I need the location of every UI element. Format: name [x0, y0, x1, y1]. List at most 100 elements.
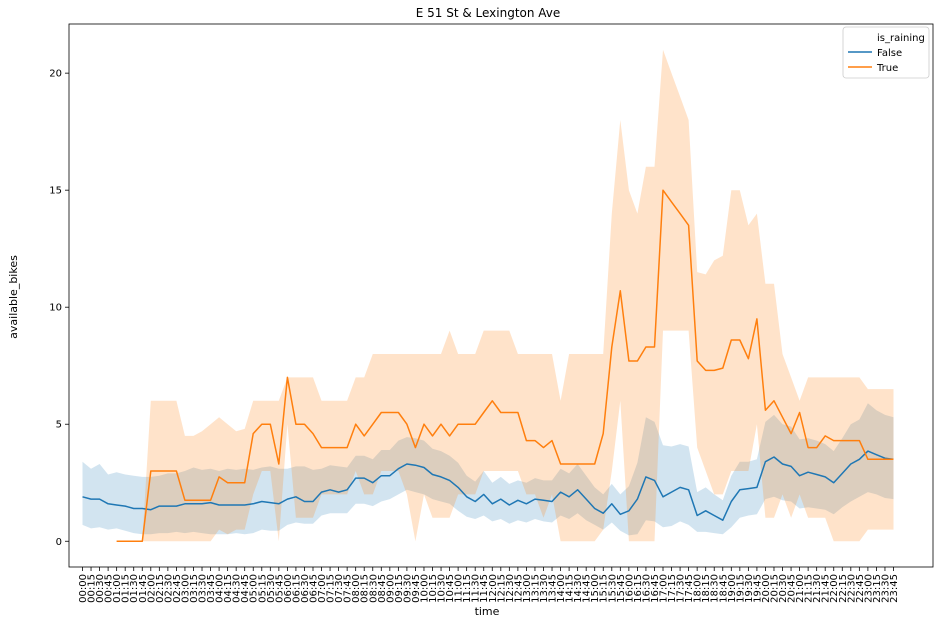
x-tick-label: 21:15	[804, 574, 815, 603]
x-tick-label: 18:00	[693, 574, 704, 603]
line-true	[116, 189, 894, 543]
x-tick-label: 17:00	[659, 574, 670, 603]
x-tick-label: 16:30	[641, 574, 652, 603]
band-true	[116, 49, 894, 542]
x-tick-label: 17:15	[667, 574, 678, 603]
x-tick-label: 01:30	[129, 574, 140, 603]
x-tick-label: 20:15	[770, 574, 781, 603]
x-tick-label: 05:15	[257, 574, 268, 603]
x-tick-label: 12:15	[496, 574, 507, 603]
x-tick-label: 06:30	[300, 574, 311, 603]
legend-label-false: False	[877, 48, 902, 59]
x-tick-label: 10:45	[445, 574, 456, 603]
x-tick-label: 11:45	[479, 574, 490, 603]
x-tick-label: 16:00	[624, 574, 635, 603]
x-tick-label: 08:30	[368, 574, 379, 603]
x-tick-label: 11:30	[471, 574, 482, 603]
legend-label-true: True	[876, 63, 898, 74]
x-tick-label: 22:30	[846, 574, 857, 603]
x-tick-label: 06:45	[309, 574, 320, 603]
x-tick-label: 20:00	[761, 574, 772, 603]
x-tick-label: 19:15	[735, 574, 746, 603]
x-tick-label: 16:15	[633, 574, 644, 603]
x-tick-label: 12:30	[505, 574, 516, 603]
legend-box	[842, 26, 930, 79]
y-tick-label: 20	[49, 69, 62, 80]
x-tick-label: 22:00	[829, 574, 840, 603]
x-tick-label: 18:15	[701, 574, 712, 603]
x-tick-label: 09:30	[402, 574, 413, 603]
x-tick-label: 21:00	[795, 574, 806, 603]
x-tick-label: 23:30	[881, 574, 892, 603]
x-tick-label: 03:30	[198, 574, 209, 603]
x-tick-label: 20:45	[787, 574, 798, 603]
x-tick-label: 04:30	[232, 574, 243, 603]
legend: is_raining False True	[842, 26, 930, 79]
x-tick-label: 00:30	[95, 574, 106, 603]
x-tick-label: 13:00	[522, 574, 533, 603]
x-tick-label: 00:45	[104, 574, 115, 603]
x-tick-label: 15:45	[616, 574, 627, 603]
x-tick-label: 02:45	[172, 574, 183, 603]
line-false	[82, 450, 894, 521]
x-tick-label: 01:15	[121, 574, 132, 603]
x-tick-label: 13:45	[548, 574, 559, 603]
x-tick-label: 08:15	[360, 574, 371, 603]
x-tick-label: 05:45	[274, 574, 285, 603]
x-tick-label: 06:00	[283, 574, 294, 603]
x-tick-label: 15:30	[607, 574, 618, 603]
confidence-bands	[82, 49, 894, 542]
x-tick-label: 11:00	[454, 574, 465, 603]
x-tick-label: 13:30	[539, 574, 550, 603]
x-tick-label: 13:15	[531, 574, 542, 603]
x-tick-label: 15:15	[599, 574, 610, 603]
x-tick-label: 09:45	[411, 574, 422, 603]
x-tick-label: 19:00	[727, 574, 738, 603]
x-tick-label: 05:30	[266, 574, 277, 603]
x-tick-label: 10:00	[420, 574, 431, 603]
x-tick-label: 20:30	[778, 574, 789, 603]
chart-title: E 51 St & Lexington Ave	[416, 6, 561, 20]
x-tick-label: 08:45	[377, 574, 388, 603]
x-tick-label: 09:00	[385, 574, 396, 603]
x-tick-label: 17:30	[676, 574, 687, 603]
x-tick-label: 03:45	[206, 574, 217, 603]
x-tick-label: 15:00	[590, 574, 601, 603]
x-tick-label: 04:15	[223, 574, 234, 603]
x-tick-label: 03:15	[189, 574, 200, 603]
series-lines	[82, 189, 894, 543]
x-tick-label: 21:45	[821, 574, 832, 603]
x-tick-label: 23:45	[889, 574, 900, 603]
x-tick-label: 09:15	[394, 574, 405, 603]
x-tick-label: 11:15	[462, 574, 473, 603]
x-tick-label: 01:00	[112, 574, 123, 603]
x-tick-label: 22:45	[855, 574, 866, 603]
x-tick-label: 07:00	[317, 574, 328, 603]
x-tick-label: 00:15	[87, 574, 98, 603]
x-tick-label: 23:15	[872, 574, 883, 603]
x-tick-label: 08:00	[351, 574, 362, 603]
x-tick-label: 06:15	[291, 574, 302, 603]
x-tick-label: 12:45	[513, 574, 524, 603]
y-axis: 0 5 10 15 20	[49, 69, 69, 548]
x-tick-label: 14:15	[565, 574, 576, 603]
x-tick-label: 04:00	[215, 574, 226, 603]
x-tick-label: 14:00	[556, 574, 567, 603]
x-tick-label: 16:45	[650, 574, 661, 603]
x-tick-label: 07:45	[343, 574, 354, 603]
x-tick-label: 18:30	[710, 574, 721, 603]
y-tick-label: 5	[56, 420, 62, 431]
x-tick-label: 07:30	[334, 574, 345, 603]
x-axis: 00:0000:1500:3000:4501:0001:1501:3001:45…	[78, 567, 900, 603]
x-tick-label: 02:15	[155, 574, 166, 603]
x-tick-label: 12:00	[488, 574, 499, 603]
x-tick-label: 23:00	[863, 574, 874, 603]
x-tick-label: 04:45	[240, 574, 251, 603]
y-tick-label: 10	[49, 303, 62, 314]
y-tick-label: 15	[49, 186, 62, 197]
x-tick-label: 10:30	[437, 574, 448, 603]
x-tick-label: 05:00	[249, 574, 260, 603]
x-tick-label: 22:15	[838, 574, 849, 603]
band-false	[82, 403, 894, 536]
x-tick-label: 03:00	[180, 574, 191, 603]
